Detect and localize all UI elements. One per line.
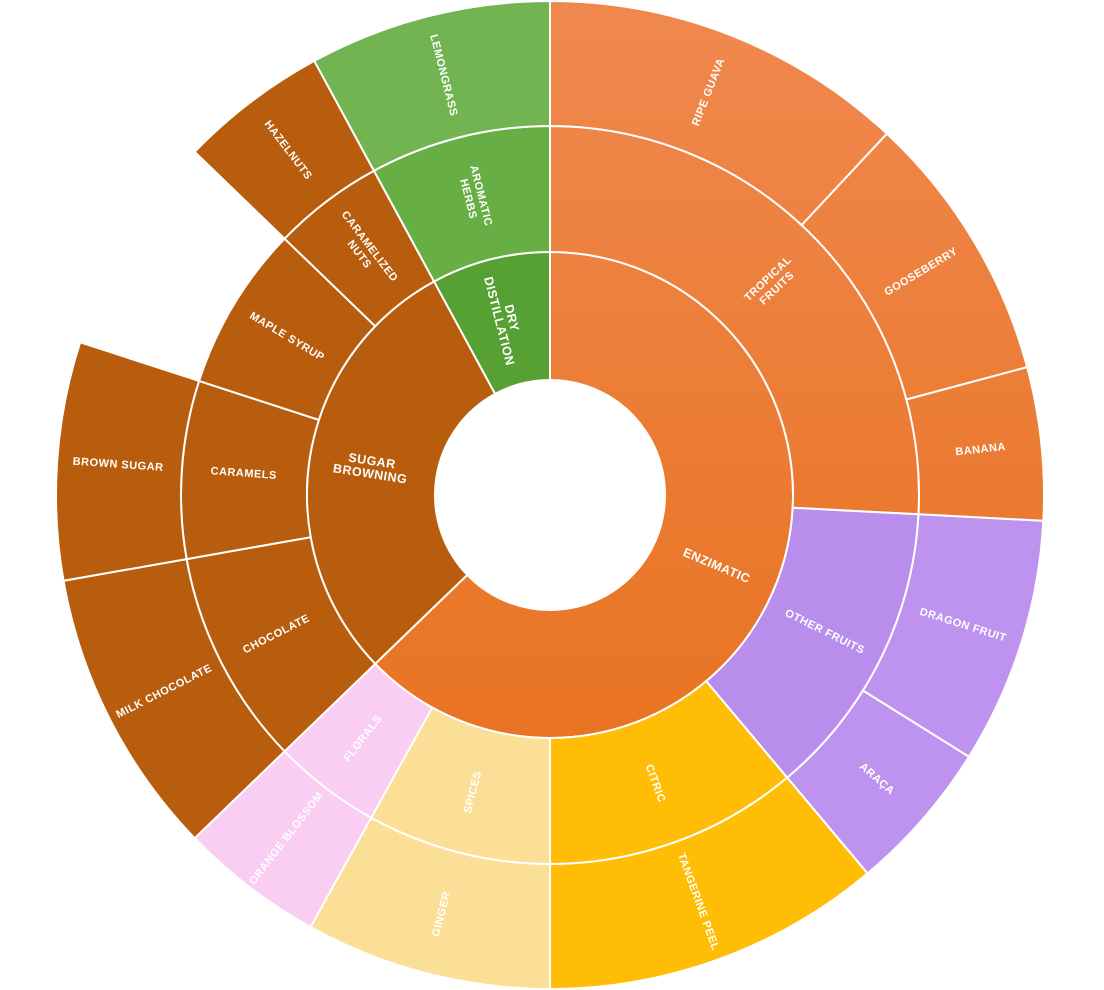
segment-brown-sugar[interactable]: [54, 341, 201, 582]
segment-lemongrass[interactable]: [312, 0, 551, 173]
segments-layer: [54, 0, 1045, 990]
